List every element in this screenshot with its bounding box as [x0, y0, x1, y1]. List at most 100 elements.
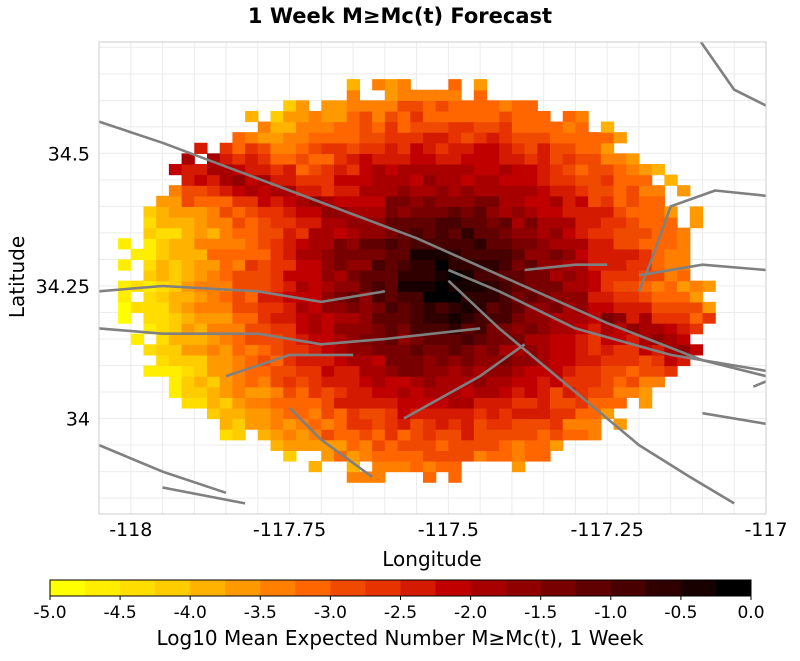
heatmap-cell	[626, 248, 640, 261]
heatmap-cell	[448, 312, 462, 324]
heatmap-cell	[346, 280, 361, 292]
heatmap-cell	[346, 270, 361, 282]
heatmap-cell	[346, 450, 361, 462]
heatmap-cell	[245, 248, 259, 261]
heatmap-cell	[435, 174, 449, 186]
heatmap-cell	[626, 376, 640, 388]
heatmap-cell	[295, 344, 310, 356]
heatmap-cell	[384, 407, 399, 420]
heatmap-cell	[257, 195, 272, 208]
colorbar-segment	[365, 580, 401, 596]
heatmap-cell	[511, 429, 526, 441]
heatmap-cell	[219, 429, 233, 441]
heatmap-cell	[168, 365, 183, 377]
heatmap-cell	[613, 386, 627, 398]
heatmap-cell	[486, 121, 500, 133]
heatmap-cell	[499, 291, 513, 303]
heatmap-cell	[384, 174, 399, 186]
heatmap-cell	[422, 354, 437, 367]
colorbar-segment	[540, 580, 577, 596]
heatmap-cell	[626, 153, 640, 165]
heatmap-cell	[194, 323, 208, 335]
heatmap-cell	[448, 376, 462, 388]
heatmap-cell	[372, 100, 386, 112]
heatmap-cell	[194, 365, 208, 377]
heatmap-cell	[537, 110, 551, 123]
heatmap-cell	[359, 227, 373, 239]
heatmap-cell	[499, 259, 513, 271]
heatmap-cell	[448, 238, 462, 250]
heatmap-cell	[511, 174, 526, 186]
heatmap-cell	[397, 174, 411, 186]
heatmap-cell	[181, 354, 195, 367]
heatmap-cell	[295, 418, 310, 430]
heatmap-cell	[562, 227, 577, 239]
heatmap-cell	[677, 291, 691, 303]
heatmap-cell	[626, 323, 640, 335]
heatmap-cell	[194, 163, 208, 176]
heatmap-cell	[219, 217, 233, 229]
heatmap-cell	[295, 323, 310, 335]
heatmap-cell	[372, 121, 386, 133]
heatmap-cell	[410, 153, 424, 165]
heatmap-cell	[397, 100, 411, 112]
heatmap-cell	[600, 174, 615, 186]
heatmap-cell	[156, 227, 170, 239]
heatmap-cell	[270, 397, 284, 409]
heatmap-cell	[245, 195, 259, 208]
heatmap-cell	[143, 206, 157, 218]
heatmap-cell	[334, 259, 348, 271]
heatmap-cell	[575, 407, 589, 420]
heatmap-cell	[537, 227, 551, 239]
heatmap-cell	[499, 195, 513, 208]
heatmap-cell	[461, 291, 475, 303]
heatmap-cell	[206, 217, 221, 229]
heatmap-cell	[677, 227, 691, 239]
heatmap-cell	[334, 153, 348, 165]
heatmap-cell	[651, 333, 665, 345]
heatmap-cell	[232, 344, 246, 356]
heatmap-cell	[397, 89, 411, 101]
heatmap-cell	[384, 163, 399, 176]
heatmap-cell	[448, 429, 462, 441]
heatmap-cell	[435, 291, 449, 303]
heatmap-cell	[194, 301, 208, 314]
heatmap-cell	[372, 259, 386, 271]
heatmap-cell	[384, 270, 399, 282]
heatmap-cell	[613, 132, 627, 144]
heatmap-cell	[219, 344, 233, 356]
heatmap-cell	[588, 217, 602, 229]
fault-trace	[162, 486, 246, 505]
heatmap-cell	[245, 206, 259, 218]
heatmap-cell	[156, 270, 170, 282]
heatmap-cell	[651, 270, 665, 282]
heatmap-cell	[270, 174, 284, 186]
heatmap-cell	[359, 238, 373, 250]
heatmap-cell	[168, 312, 183, 324]
heatmap-cell	[550, 323, 564, 335]
heatmap-cell	[334, 227, 348, 239]
heatmap-cell	[448, 217, 462, 229]
heatmap-cell	[435, 376, 449, 388]
heatmap-cell	[257, 238, 272, 250]
heatmap-cell	[308, 217, 322, 229]
heatmap-cell	[232, 323, 246, 335]
heatmap-cell	[397, 344, 411, 356]
heatmap-cell	[346, 185, 361, 197]
heatmap-cell	[372, 270, 386, 282]
heatmap-cell	[359, 280, 373, 292]
heatmap-cell	[410, 217, 424, 229]
heatmap-cell	[206, 301, 221, 314]
heatmap-cell	[511, 333, 526, 345]
heatmap-cell	[562, 163, 577, 176]
heatmap-cell	[206, 333, 221, 345]
heatmap-cell	[334, 333, 348, 345]
heatmap-cell	[206, 407, 221, 420]
heatmap-cell	[346, 132, 361, 144]
heatmap-cell	[511, 227, 526, 239]
heatmap-cell	[384, 397, 399, 409]
heatmap-cell	[486, 365, 500, 377]
heatmap-cell	[206, 248, 221, 261]
heatmap-cell	[562, 121, 577, 133]
heatmap-cell	[384, 429, 399, 441]
